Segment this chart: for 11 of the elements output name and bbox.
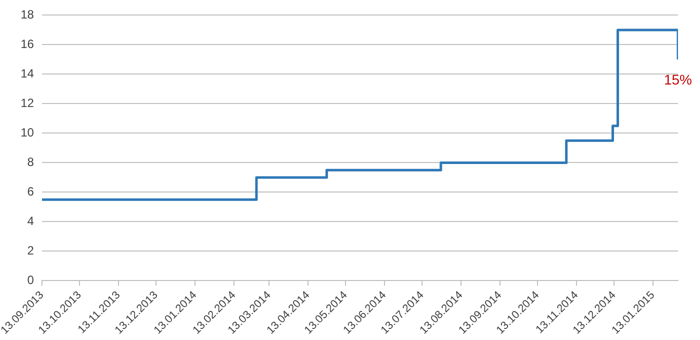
y-tick-label: 16: [20, 37, 34, 52]
y-tick-label: 10: [20, 126, 34, 140]
y-tick-label: 14: [20, 66, 34, 81]
annotation: 15%: [664, 71, 692, 88]
y-tick-label: 12: [20, 96, 34, 110]
y-tick-label: 6: [27, 184, 34, 199]
y-tick-label: 2: [27, 244, 34, 258]
y-tick-label: 8: [27, 155, 34, 170]
y-tick-label: 0: [27, 273, 34, 288]
y-tick-label: 18: [20, 8, 34, 22]
y-tick-label: 4: [27, 214, 34, 228]
